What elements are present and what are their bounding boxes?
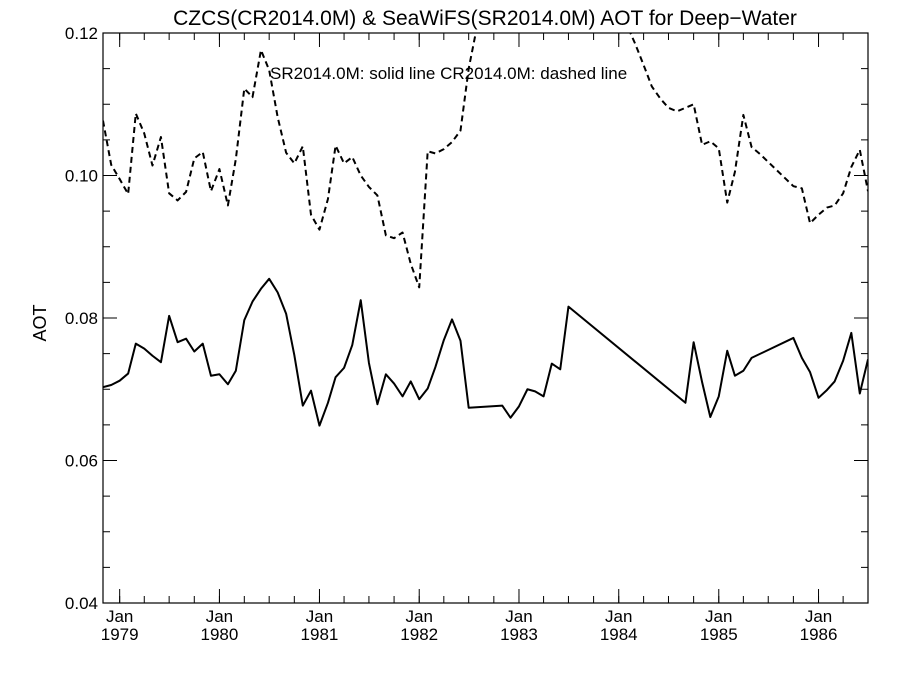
y-tick-labels: 0.04 0.06 0.08 0.10 0.12 (65, 24, 98, 613)
series-line-cr2014-0m (103, 33, 868, 289)
axis-ticks (103, 32, 869, 604)
x-tick-month: Jan (206, 607, 233, 626)
x-tick-year: 1986 (800, 625, 838, 644)
x-tick-month: Jan (705, 607, 732, 626)
y-tick-label: 0.08 (65, 309, 98, 328)
y-tick-label: 0.12 (65, 24, 98, 43)
x-tick-year: 1979 (101, 625, 139, 644)
plot-frame (102, 32, 869, 604)
x-tick-labels: Jan1979Jan1980Jan1981Jan1982Jan1983Jan19… (101, 607, 838, 644)
x-tick-month: Jan (406, 607, 433, 626)
x-tick-month: Jan (605, 607, 632, 626)
x-tick-year: 1981 (301, 625, 339, 644)
x-tick-year: 1982 (400, 625, 438, 644)
x-tick-year: 1984 (600, 625, 638, 644)
x-tick-month: Jan (505, 607, 532, 626)
y-tick-label: 0.04 (65, 594, 98, 613)
y-tick-label: 0.06 (65, 452, 98, 471)
x-tick-month: Jan (106, 607, 133, 626)
series-line-sr2014-0m (103, 277, 868, 427)
x-tick-month: Jan (306, 607, 333, 626)
x-tick-year: 1983 (500, 625, 538, 644)
x-tick-month: Jan (805, 607, 832, 626)
y-tick-label: 0.10 (65, 167, 98, 186)
x-tick-year: 1980 (201, 625, 239, 644)
x-tick-year: 1985 (700, 625, 738, 644)
legend-annotation: SR2014.0M: solid line CR2014.0M: dashed … (270, 64, 627, 83)
chart-title: CZCS(CR2014.0M) & SeaWiFS(SR2014.0M) AOT… (173, 7, 797, 30)
y-axis-label: AOT (30, 304, 50, 341)
plot-area (103, 33, 868, 427)
